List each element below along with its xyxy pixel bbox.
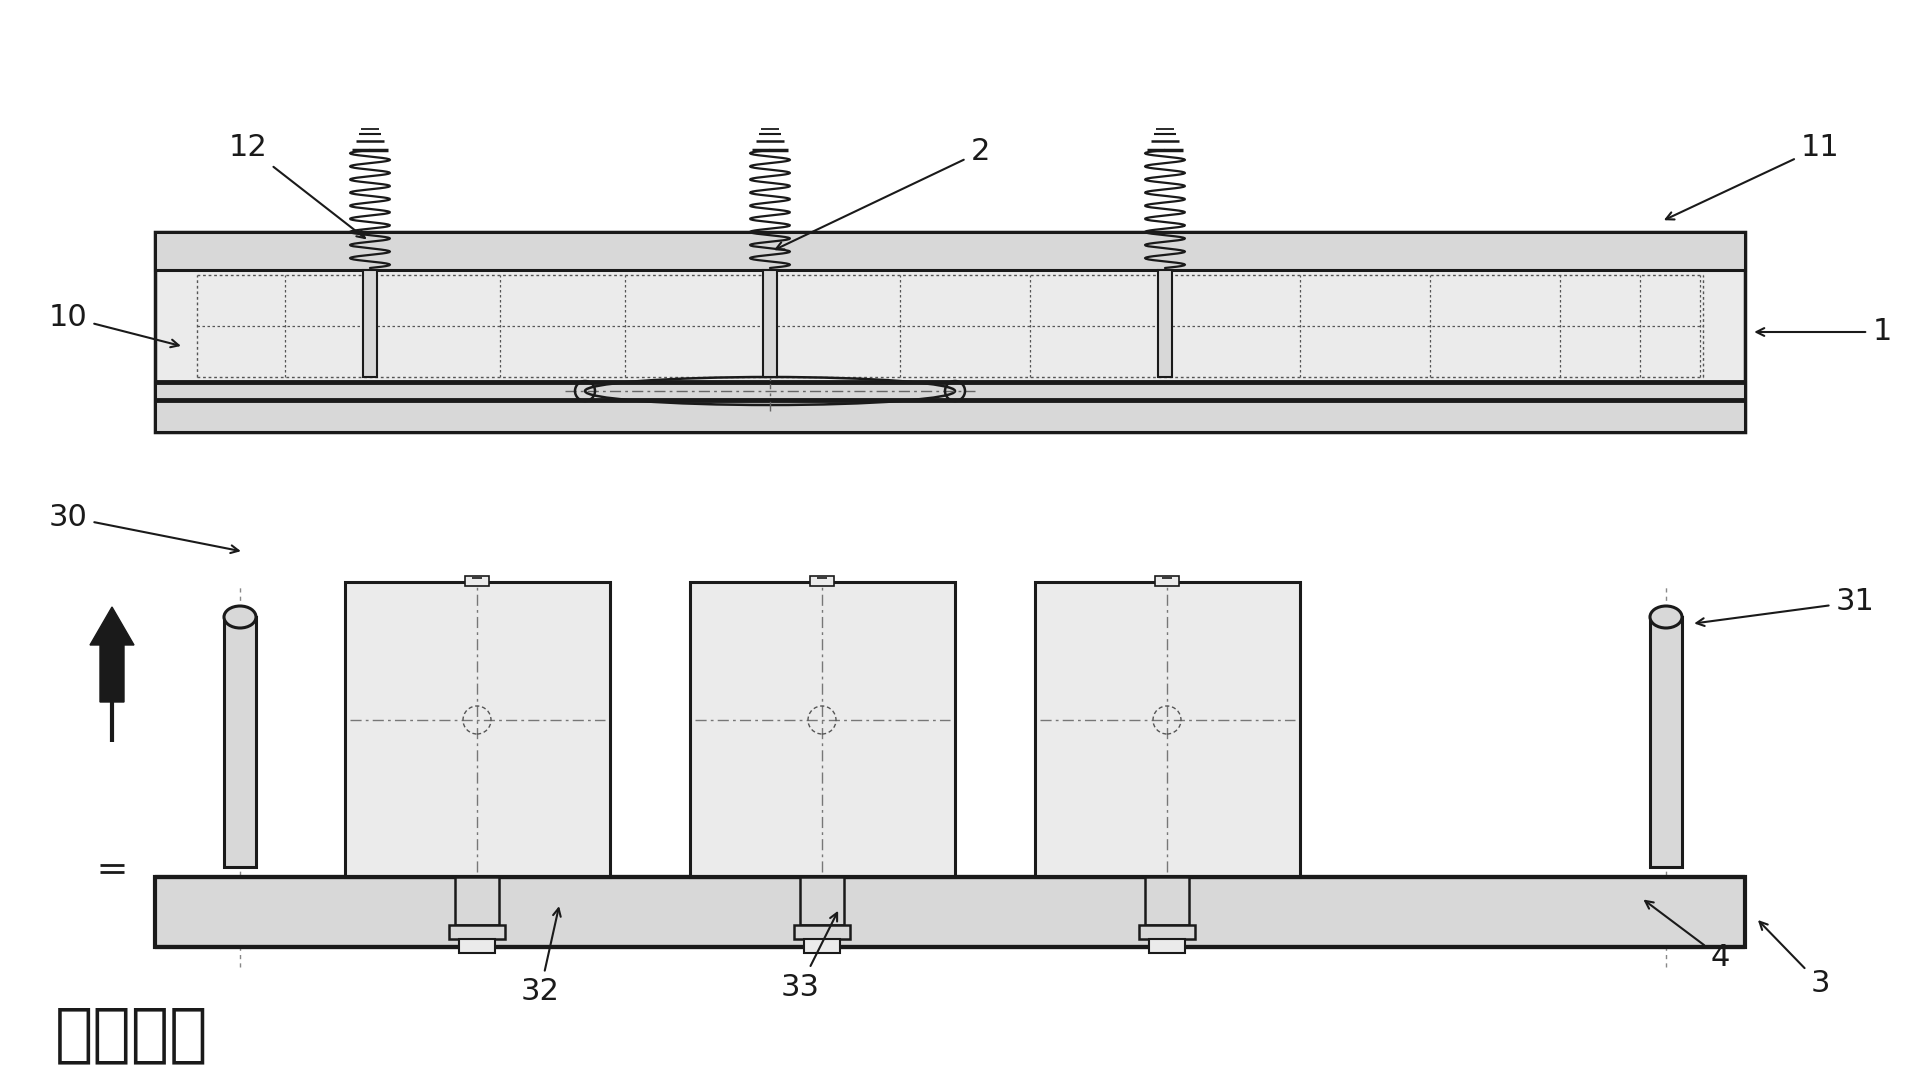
Text: 31: 31 (1696, 587, 1875, 626)
FancyBboxPatch shape (1157, 270, 1173, 377)
Text: 1: 1 (1757, 318, 1892, 346)
Text: 11: 11 (1667, 132, 1840, 219)
Text: 12: 12 (230, 132, 365, 238)
FancyBboxPatch shape (1036, 582, 1300, 877)
Ellipse shape (1649, 606, 1682, 628)
Text: 33: 33 (781, 913, 837, 1001)
Text: 合模方向: 合模方向 (56, 1002, 208, 1065)
FancyBboxPatch shape (810, 575, 833, 586)
FancyArrow shape (91, 607, 133, 702)
Text: 32: 32 (521, 909, 561, 1007)
Ellipse shape (224, 606, 257, 628)
FancyBboxPatch shape (455, 877, 500, 925)
Text: 3: 3 (1759, 922, 1831, 998)
FancyBboxPatch shape (691, 582, 955, 877)
FancyBboxPatch shape (154, 232, 1746, 432)
FancyBboxPatch shape (154, 232, 1746, 270)
FancyBboxPatch shape (764, 270, 777, 377)
FancyBboxPatch shape (154, 877, 1746, 947)
FancyBboxPatch shape (154, 382, 1746, 432)
FancyBboxPatch shape (1138, 925, 1194, 939)
FancyBboxPatch shape (224, 617, 257, 867)
FancyBboxPatch shape (1649, 617, 1682, 867)
FancyBboxPatch shape (459, 939, 496, 953)
FancyBboxPatch shape (801, 877, 845, 925)
FancyBboxPatch shape (465, 575, 488, 586)
Text: 4: 4 (1645, 901, 1730, 972)
FancyBboxPatch shape (1150, 939, 1184, 953)
FancyBboxPatch shape (345, 582, 610, 877)
Text: 10: 10 (48, 302, 179, 347)
FancyBboxPatch shape (795, 925, 851, 939)
Text: 2: 2 (775, 138, 990, 249)
FancyBboxPatch shape (1155, 575, 1179, 586)
FancyBboxPatch shape (804, 939, 839, 953)
FancyBboxPatch shape (363, 270, 376, 377)
Text: 30: 30 (48, 502, 239, 553)
FancyBboxPatch shape (1146, 877, 1188, 925)
FancyBboxPatch shape (449, 925, 505, 939)
